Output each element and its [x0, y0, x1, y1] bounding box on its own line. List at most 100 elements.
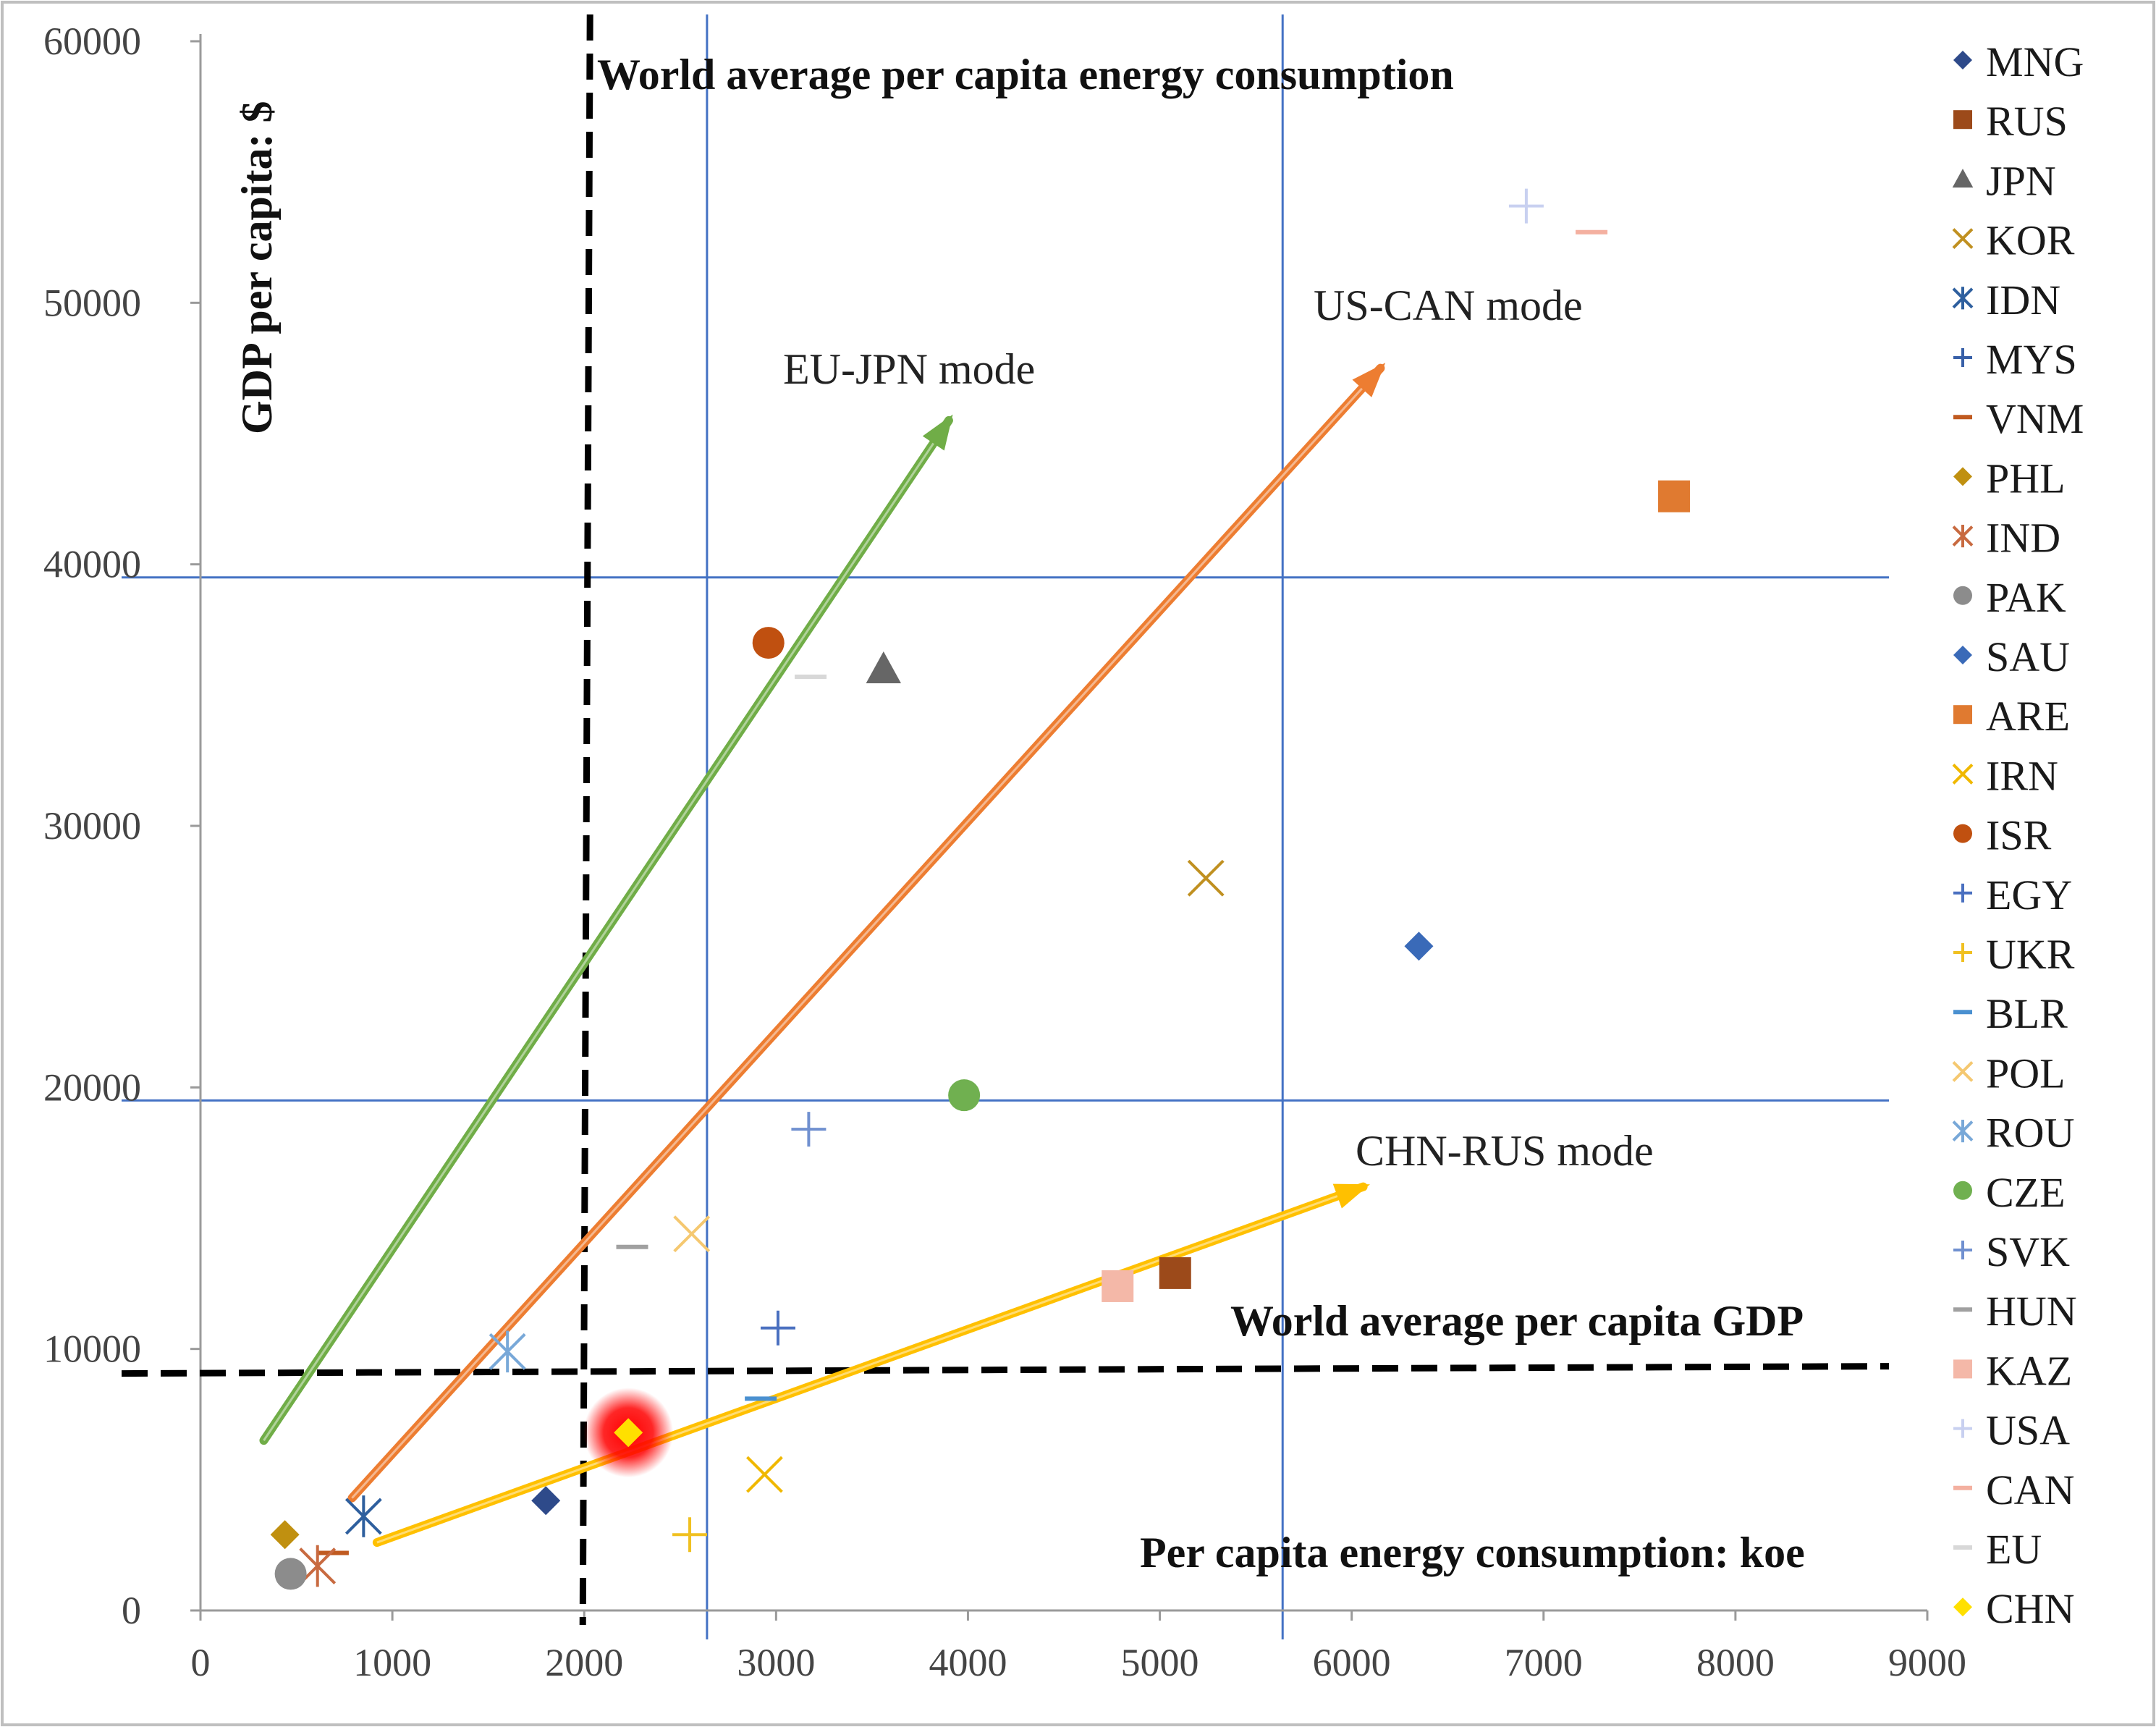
y-tick-label: 10000 [43, 1327, 141, 1371]
legend: MNG RUS JPN KOR IDN MYS VNM PHL IND PAK SAU ARE IRN I… [1952, 38, 2084, 1632]
legend-item-isr: ISR [1953, 812, 2052, 859]
point-usa [1508, 188, 1544, 224]
ref-line-energy [579, 14, 593, 1626]
legend-label: PAK [1986, 574, 2066, 621]
x-tick-label: 2000 [545, 1641, 623, 1684]
legend-label: USA [1986, 1407, 2070, 1454]
point-jpn [866, 651, 901, 683]
legend-marker [1953, 1359, 1972, 1379]
y-tick-label: 0 [122, 1589, 141, 1632]
trend-arrow-eu-jpn-mode [259, 414, 953, 1445]
legend-item-phl: PHL [1953, 455, 2066, 502]
trend-arrow-us-can-mode [347, 363, 1386, 1503]
legend-label: ARE [1986, 693, 2070, 740]
legend-item-chn: CHN [1953, 1585, 2074, 1632]
legend-label: CZE [1986, 1169, 2066, 1216]
legend-label: EU [1986, 1526, 2042, 1573]
legend-item-rou: ROU [1952, 1110, 2074, 1157]
point-kor [1187, 859, 1225, 897]
legend-marker [1953, 1181, 1972, 1200]
legend-marker [1953, 1241, 1972, 1259]
point-sau [1404, 932, 1434, 961]
y-axis-label: GDP per capita: $ [233, 101, 281, 434]
point-isr [752, 627, 785, 659]
point-rou [489, 1330, 526, 1373]
x-tick-label: 5000 [1121, 1641, 1199, 1684]
trend-arrow-chn-rus-mode [372, 1182, 1370, 1547]
point-irn [746, 1456, 783, 1493]
trend-arrow-highlight [376, 1186, 1364, 1544]
ref-label-energy: World average per capita energy consumpt… [597, 51, 1454, 98]
data-points-layer [270, 188, 1691, 1590]
ref-line-gdp [121, 1363, 1890, 1377]
legend-item-egy: EGY [1953, 871, 2072, 919]
legend-item-hun: HUN [1953, 1288, 2077, 1335]
x-tick-label: 3000 [737, 1641, 815, 1684]
trend-arrow-shaft [372, 1182, 1368, 1547]
legend-label: KOR [1986, 217, 2075, 264]
trend-arrow-shaft [259, 415, 953, 1445]
trend-arrow-head [1352, 363, 1386, 397]
point-are [1658, 480, 1691, 512]
legend-marker [1953, 1597, 1972, 1617]
point-egy [760, 1310, 795, 1346]
legend-item-pol: POL [1952, 1050, 2066, 1097]
point-kaz [1102, 1270, 1134, 1302]
legend-item-usa: USA [1953, 1407, 2070, 1454]
trend-arrow-highlight [351, 367, 1382, 1499]
x-tick-label: 6000 [1313, 1641, 1391, 1684]
legend-item-irn: IRN [1952, 752, 2058, 799]
legend-item-rus: RUS [1953, 98, 2068, 145]
legend-label: ROU [1986, 1110, 2074, 1157]
legend-item-svk: SVK [1953, 1228, 2070, 1275]
y-tick-label: 50000 [43, 281, 141, 324]
legend-item-can: CAN [1953, 1466, 2074, 1513]
point-phl [270, 1520, 300, 1550]
ref-label-gdp: World average per capita GDP [1230, 1297, 1804, 1345]
legend-label: MYS [1986, 336, 2077, 383]
point-cze [948, 1079, 981, 1112]
y-tick-label: 40000 [43, 543, 141, 586]
legend-item-idn: IDN [1952, 276, 2060, 324]
legend-marker [1953, 824, 1972, 843]
point-idn [344, 1495, 382, 1537]
legend-label: PHL [1986, 455, 2066, 502]
legend-item-cze: CZE [1953, 1169, 2066, 1216]
y-tick-label: 30000 [43, 804, 141, 848]
x-tick-label: 1000 [353, 1641, 431, 1684]
legend-label: VNM [1986, 395, 2084, 442]
legend-label: KAZ [1986, 1347, 2072, 1394]
trend-arrow-head [1332, 1183, 1370, 1209]
point-ukr [672, 1517, 708, 1553]
x-tick-label: 9000 [1888, 1641, 1966, 1684]
legend-label: POL [1986, 1050, 2066, 1097]
legend-marker [1953, 51, 1972, 69]
legend-marker [1952, 1060, 1974, 1082]
y-tick-label: 20000 [43, 1065, 141, 1109]
legend-item-jpn: JPN [1952, 157, 2056, 204]
legend-marker [1953, 646, 1972, 664]
legend-label: CAN [1986, 1466, 2074, 1513]
legend-item-ind: IND [1952, 515, 2060, 562]
point-pol [673, 1215, 711, 1253]
legend-label: EGY [1986, 871, 2072, 919]
legend-item-kaz: KAZ [1953, 1347, 2072, 1394]
legend-item-kor: KOR [1952, 217, 2075, 264]
legend-label: MNG [1986, 38, 2084, 85]
mode-label-eu-jpn: EU-JPN mode [783, 345, 1035, 393]
legend-marker [1953, 943, 1972, 962]
legend-marker [1953, 705, 1972, 725]
legend-marker [1953, 586, 1972, 605]
legend-label: JPN [1986, 157, 2056, 204]
legend-marker [1952, 1120, 1974, 1143]
legend-item-are: ARE [1953, 693, 2070, 740]
legend-marker [1953, 348, 1972, 367]
x-tick-label: 0 [191, 1641, 211, 1684]
legend-label: SAU [1986, 633, 2070, 680]
trend-arrow-head [922, 414, 953, 451]
legend-marker [1952, 287, 1974, 310]
trend-arrow-shaft [347, 363, 1385, 1503]
legend-item-blr: BLR [1953, 990, 2068, 1037]
legend-marker [1952, 763, 1974, 785]
